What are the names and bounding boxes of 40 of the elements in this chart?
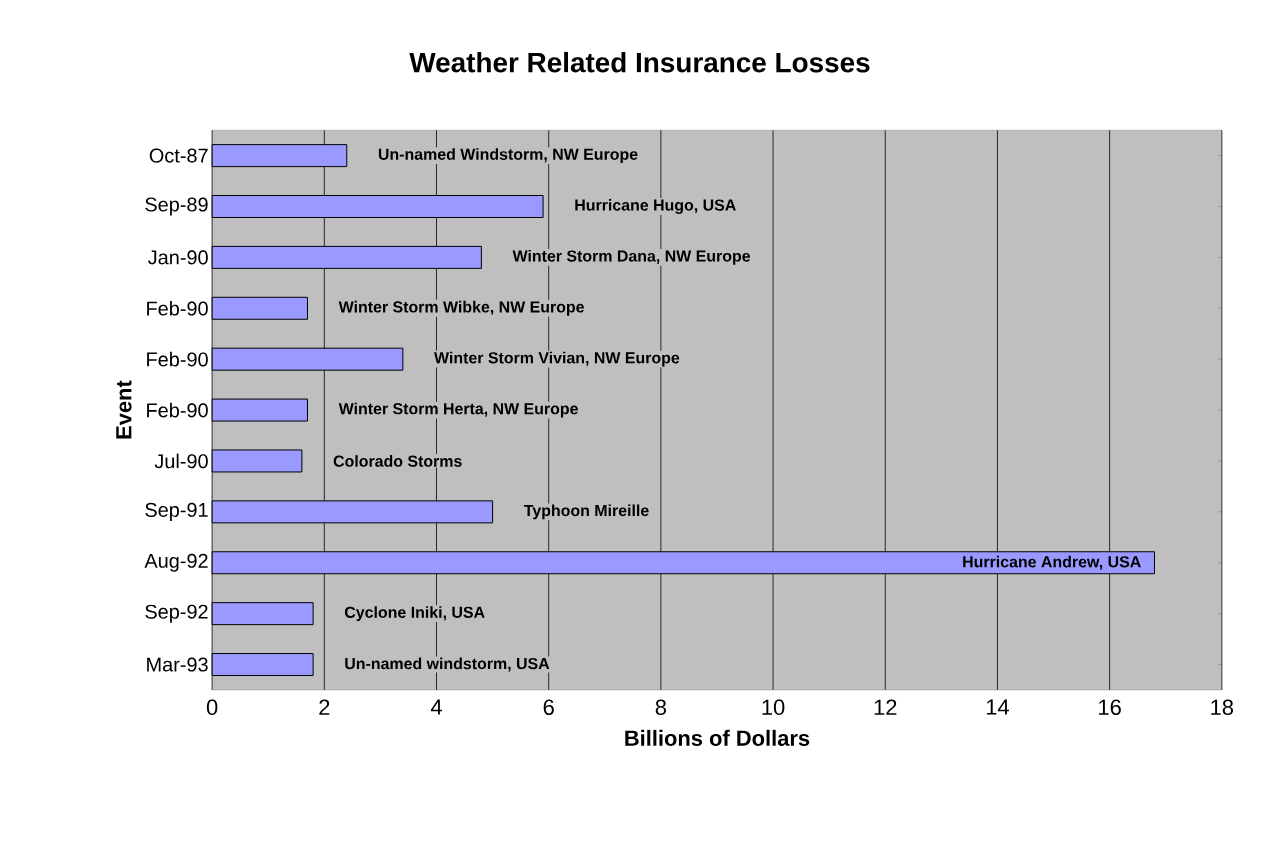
bar	[211, 449, 303, 473]
y-tick-label: Feb-90	[147, 402, 208, 418]
x-tick-label: 10	[762, 699, 785, 715]
annotation: Un-named windstorm, USA	[345, 657, 550, 672]
x-tick-label: 6	[543, 699, 554, 715]
annotation: Winter Storm Herta, NW Europe	[338, 402, 578, 418]
x-tick-label: 0	[206, 699, 218, 715]
y-tick-label: Sep-89	[145, 197, 208, 216]
y-tick-label: Aug-92	[144, 553, 208, 572]
annotation: Winter Storm Dana, NW Europe	[512, 249, 751, 265]
x-tick-label: 2	[319, 699, 330, 715]
annotation: Cyclone Iniki, USA	[344, 606, 485, 622]
bar	[211, 296, 308, 320]
y-tick-label: Jul-90	[154, 453, 208, 469]
bar	[211, 652, 314, 676]
y-tick-label: Oct-87	[149, 148, 208, 163]
x-tick-label: 8	[655, 699, 667, 715]
y-axis-title: Event	[116, 380, 132, 439]
x-tick-label: 14	[986, 699, 1009, 715]
y-tick-label: Sep-91	[145, 502, 208, 521]
y-tick-label: Feb-90	[147, 300, 208, 316]
annotation: Hurricane Andrew, USA	[963, 555, 1141, 570]
y-tick-label: Jan-90	[148, 250, 208, 265]
y-tick-label: Feb-90	[147, 351, 208, 367]
x-axis-title: Billions of Dollars	[625, 729, 810, 746]
bar	[211, 398, 308, 422]
x-tick-label: 12	[874, 699, 897, 715]
chart-title: Weather Related Insurance Losses	[409, 51, 870, 73]
annotation: Typhoon Mireille	[523, 504, 649, 520]
y-tick-label: Mar-93	[147, 657, 208, 672]
x-tick-label: 4	[430, 699, 442, 715]
x-tick-label: 18	[1211, 699, 1234, 715]
annotation: Colorado Storms	[333, 455, 462, 467]
annotation: Hurricane Hugo, USA	[575, 198, 736, 214]
annotation: Un-named Windstorm, NW Europe	[378, 148, 638, 163]
y-tick-label: Sep-92	[145, 604, 208, 623]
annotation: Winter Storm Vivian, NW Europe	[434, 351, 680, 367]
annotation: Winter Storm Wibke, NW Europe	[338, 300, 584, 316]
x-tick-label: 16	[1099, 699, 1121, 715]
bar	[211, 602, 314, 626]
